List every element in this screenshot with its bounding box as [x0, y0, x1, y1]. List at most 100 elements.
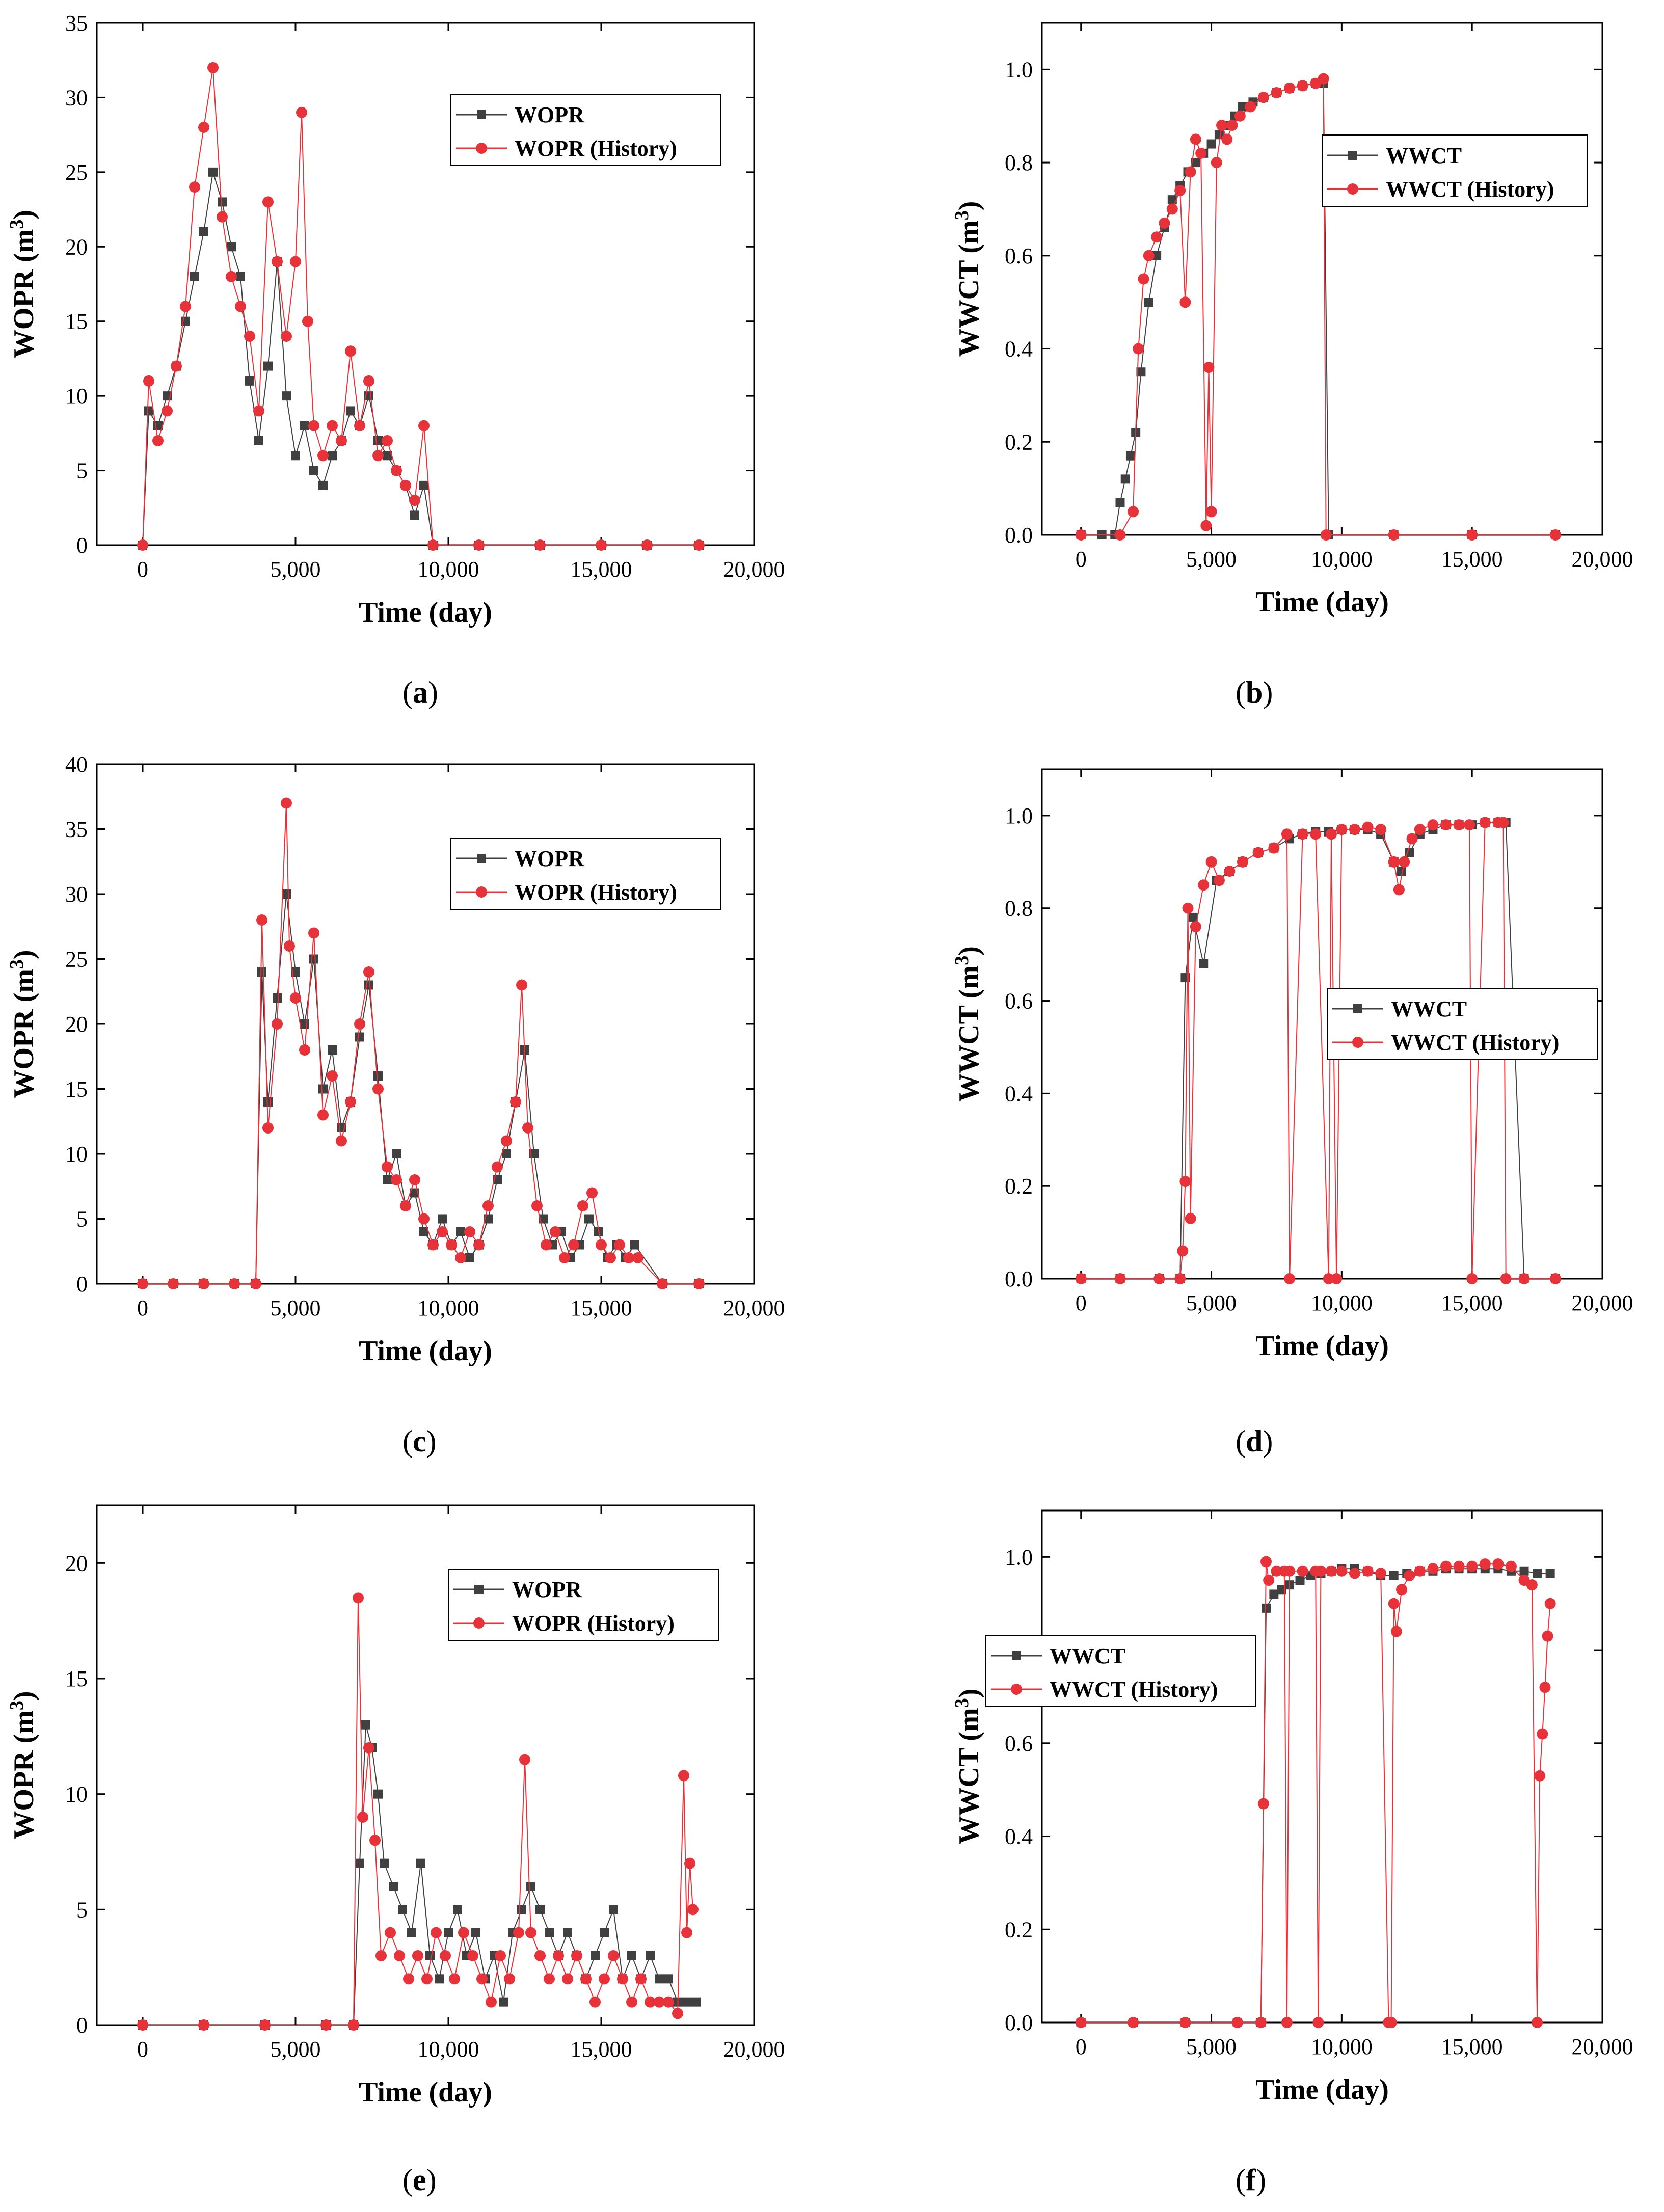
data-point [1388, 856, 1400, 868]
data-point [392, 1149, 401, 1158]
data-point [1120, 474, 1130, 484]
data-point [444, 1928, 453, 1937]
x-axis-label: Time (day) [359, 597, 492, 628]
data-point [400, 1200, 411, 1211]
data-point [1534, 1770, 1546, 1782]
data-point [1362, 821, 1374, 833]
data-point [1396, 1584, 1408, 1596]
data-point [171, 360, 182, 372]
data-point [568, 1239, 579, 1251]
data-point [1440, 1560, 1452, 1572]
data-point [1159, 217, 1170, 229]
data-point [363, 966, 374, 978]
data-point [1174, 184, 1186, 196]
data-point [1297, 1565, 1308, 1577]
legend-label: WWCT [1050, 1643, 1125, 1668]
data-point [464, 1226, 475, 1237]
data-point [471, 1928, 480, 1937]
data-point [1325, 828, 1337, 840]
data-point [499, 1997, 508, 2007]
data-point [357, 1812, 368, 1823]
data-point [559, 1252, 570, 1263]
data-point [510, 1096, 521, 1108]
data-point [465, 1253, 474, 1262]
data-point [1397, 867, 1407, 876]
data-point [600, 1928, 609, 1937]
data-point [455, 1252, 466, 1263]
data-point [281, 331, 292, 342]
data-point [391, 1174, 402, 1185]
x-tick-label: 15,000 [1441, 547, 1503, 572]
y-tick-label: 20 [65, 1551, 88, 1576]
data-point [229, 1278, 240, 1289]
panel-label-a: (a) [402, 676, 438, 709]
legend-label: WWCT (History) [1391, 1030, 1559, 1055]
data-point [476, 1973, 488, 1985]
data-point [626, 1996, 637, 2008]
data-point [1325, 1565, 1337, 1577]
legend-marker [1353, 1004, 1362, 1013]
data-point [1237, 856, 1248, 868]
data-point [594, 1227, 603, 1236]
data-point [645, 1996, 656, 2008]
data-point [1315, 1565, 1327, 1577]
data-point [198, 1278, 209, 1289]
legend-box [985, 1635, 1256, 1707]
y-tick-label: 0.6 [1005, 1731, 1033, 1756]
data-point [328, 451, 337, 461]
x-tick-label: 10,000 [418, 2037, 479, 2062]
data-point [1179, 296, 1191, 308]
data-point [263, 1097, 273, 1107]
y-tick-label: 1.0 [1005, 803, 1033, 828]
data-point [389, 1882, 398, 1891]
data-point [1406, 833, 1418, 845]
data-point [1205, 506, 1217, 518]
chart-panel-c: 0 5,000 10,000 15,000 20,000 0 5 10 15 20 25 30 35 40… [6, 752, 785, 1367]
data-point [1179, 1176, 1191, 1188]
data-point [1268, 842, 1280, 854]
data-point [1389, 1571, 1399, 1580]
x-tick-label: 5,000 [1186, 1290, 1237, 1315]
data-point [1375, 1568, 1387, 1579]
y-tick-label: 15 [65, 1077, 88, 1102]
data-point [1297, 828, 1308, 840]
data-point [1257, 92, 1269, 103]
data-point [353, 1592, 364, 1604]
data-point [1211, 157, 1222, 169]
data-point [409, 495, 420, 506]
data-point [482, 1200, 494, 1211]
data-point [1255, 2017, 1267, 2028]
data-point [664, 1974, 673, 1984]
data-point [513, 1927, 524, 1938]
data-point [372, 1083, 384, 1095]
data-point [1440, 819, 1452, 831]
x-tick-label: 5,000 [271, 557, 321, 582]
data-point [1492, 1558, 1504, 1570]
data-point [1399, 856, 1410, 868]
data-point [403, 1973, 414, 1985]
data-point [382, 1161, 393, 1173]
y-tick-label: 10 [65, 1142, 88, 1167]
x-tick-label: 15,000 [571, 557, 632, 582]
data-point [534, 1950, 546, 1961]
y-axis-label: WOPR (m3) [6, 1691, 40, 1839]
legend-box [450, 838, 721, 910]
legend-label: WOPR (History) [512, 1611, 675, 1636]
data-point [336, 435, 347, 446]
y-tick-label: 0 [76, 1272, 88, 1297]
legend-label: WWCT (History) [1050, 1677, 1218, 1702]
data-point [1143, 250, 1155, 261]
data-point [412, 1950, 423, 1961]
data-point [1198, 879, 1210, 891]
series-simulated [138, 1720, 701, 2030]
x-axis-label: Time (day) [1255, 586, 1389, 618]
data-point [1205, 856, 1217, 868]
data-point [446, 1239, 457, 1251]
data-point [418, 420, 430, 431]
plot-frame [96, 1504, 755, 2026]
y-tick-label: 0 [76, 533, 88, 558]
data-point [1427, 819, 1439, 831]
data-point [630, 1240, 639, 1250]
data-point [1453, 819, 1465, 831]
legend-label: WOPR (History) [515, 136, 677, 161]
